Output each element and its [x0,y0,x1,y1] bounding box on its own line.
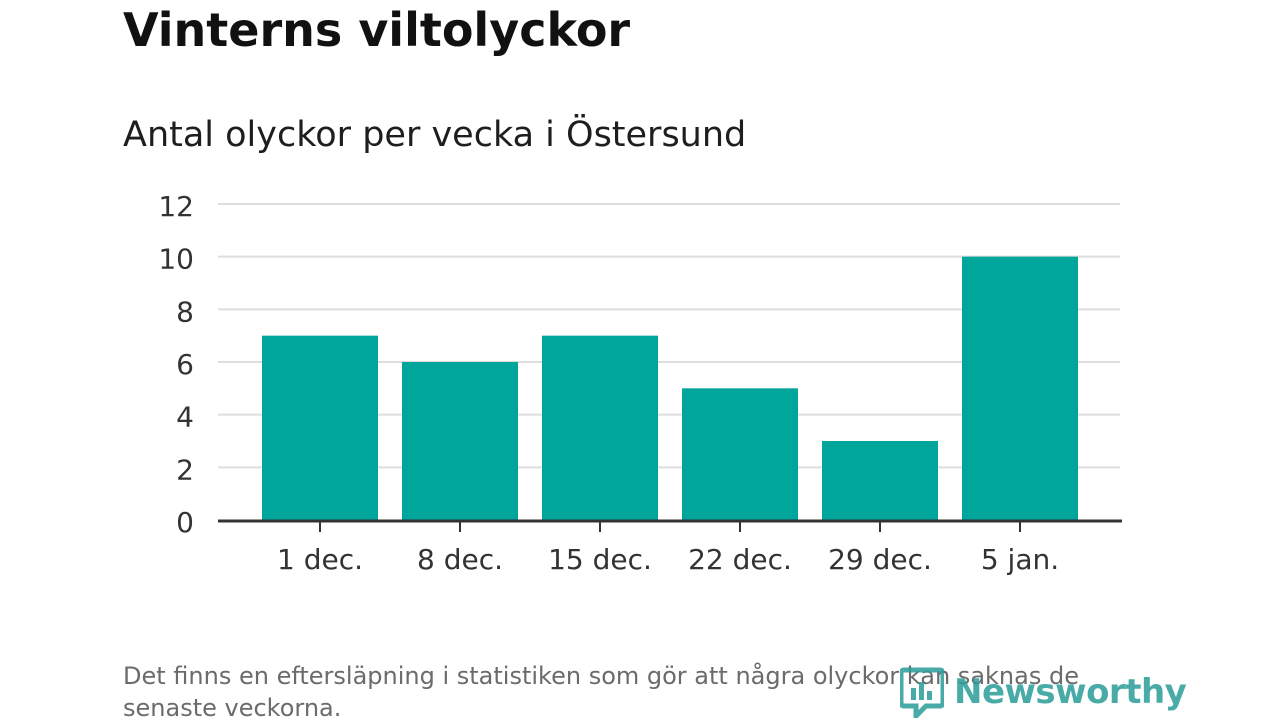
y-tick-label: 6 [176,348,194,381]
bar-22-dec [682,388,798,520]
x-tick-label: 15 dec. [548,543,652,576]
newsworthy-logo-icon [900,667,944,718]
x-tick-label: 8 dec. [417,543,503,576]
x-tick-label: 1 dec. [277,543,363,576]
y-tick-label: 2 [176,453,194,486]
y-tick-label: 4 [176,401,194,434]
bar-15-dec [542,335,658,520]
y-tick-label: 0 [176,506,194,539]
y-tick-label: 8 [176,295,194,328]
x-tick-label: 29 dec. [828,543,932,576]
y-tick-label: 12 [158,190,194,223]
x-axis [218,519,1122,532]
chart-subtitle: Antal olyckor per vecka i Östersund [123,115,747,155]
bar-8-dec [402,362,518,520]
x-tick-label: 5 jan. [981,543,1059,576]
x-tick-label: 22 dec. [688,543,792,576]
y-tick-label: 10 [158,243,194,276]
bar-1-dec [262,335,378,520]
x-tick-labels: 1 dec. 8 dec. 15 dec. 22 dec. 29 dec. 5 jan. [277,543,1059,576]
bars [262,256,1078,520]
bar-5-jan [962,256,1078,520]
chart-title: Vinterns viltolyckor [123,3,631,57]
brand-name: Newsworthy [954,672,1187,712]
newsworthy-brand: Newsworthy [900,664,1187,720]
bar-29-dec [822,441,938,520]
y-tick-labels: 0 2 4 6 8 10 12 [158,190,194,539]
